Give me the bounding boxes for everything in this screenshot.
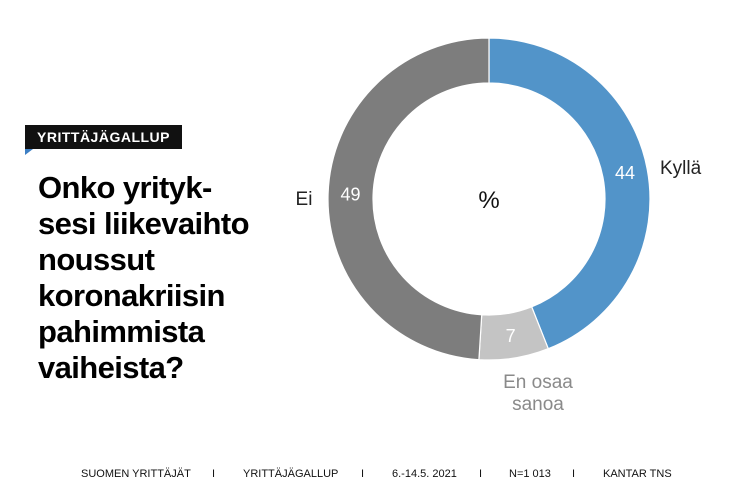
donut-slice-ei — [327, 37, 490, 361]
center-unit-label: % — [478, 187, 499, 214]
footer-item: KANTAR TNS — [603, 468, 672, 480]
footer-item: YRITTÄJÄGALLUP — [243, 468, 339, 480]
footer-separator: I — [479, 468, 483, 480]
question-line: koronakriisin — [38, 278, 225, 313]
slice-value-label: 49 — [341, 185, 361, 205]
slice-value-label: 7 — [506, 326, 516, 346]
question-line: vaiheista? — [38, 350, 184, 385]
footer-separator: I — [212, 468, 216, 480]
slice-value-label: 44 — [615, 163, 635, 183]
footer-separator: I — [572, 468, 576, 480]
question-title: Onko yrityk- sesi liikevaihto noussut ko… — [38, 170, 268, 386]
donut-slice-kyllä — [488, 37, 651, 350]
badge-accent — [25, 149, 33, 155]
question-line: sesi liikevaihto — [38, 206, 250, 241]
footer-separator: I — [361, 468, 365, 480]
slice-category-label: Ei — [296, 189, 313, 210]
footer-item: N=1 013 — [509, 468, 551, 480]
footer-item: SUOMEN YRITTÄJÄT — [81, 468, 191, 480]
slice-category-label: En osaa sanoa — [503, 372, 573, 415]
question-line: pahimmista — [38, 314, 205, 349]
question-line: noussut — [38, 242, 155, 277]
question-line: Onko yrityk- — [38, 170, 212, 205]
slice-category-label: Kyllä — [660, 158, 702, 179]
footer-source-line: SUOMEN YRITTÄJÄT I YRITTÄJÄGALLUP I 6.-1… — [0, 465, 750, 485]
footer-item: 6.-14.5. 2021 — [392, 468, 457, 480]
survey-badge: YRITTÄJÄGALLUP — [25, 125, 182, 149]
